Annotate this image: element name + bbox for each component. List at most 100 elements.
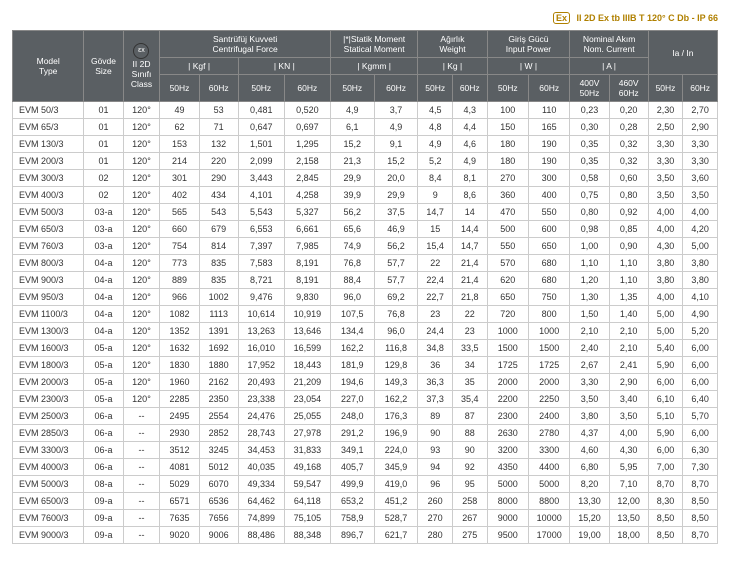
cell-value: 5029 [160, 476, 199, 493]
cell-value: 04-a [84, 323, 123, 340]
cell-value: 600 [528, 221, 569, 238]
cell-value: 570 [487, 255, 528, 272]
cell-value: 1,501 [238, 136, 284, 153]
cell-value: 3,50 [648, 170, 683, 187]
cell-value: 4,8 [418, 119, 453, 136]
cell-value: 196,9 [374, 425, 418, 442]
cell-model: EVM 500/3 [13, 204, 84, 221]
cell-value: 7,30 [683, 459, 718, 476]
cell-value: 4,9 [374, 119, 418, 136]
hdr-60hz: 60Hz [199, 75, 238, 102]
cell-value: 120° [123, 255, 160, 272]
cell-value: 13,30 [570, 493, 609, 510]
table-row: EVM 9000/309-a--9020900688,48688,348896,… [13, 527, 718, 544]
cell-value: 16,010 [238, 340, 284, 357]
cell-value: 05-a [84, 391, 123, 408]
cell-value: 6,40 [683, 391, 718, 408]
cell-value: 1,50 [570, 306, 609, 323]
cell-value: 6536 [199, 493, 238, 510]
cell-value: -- [123, 493, 160, 510]
cell-value: 280 [418, 527, 453, 544]
cell-value: 5,90 [648, 425, 683, 442]
cell-value: 8,20 [570, 476, 609, 493]
cell-value: 06-a [84, 442, 123, 459]
cell-value: 1,10 [570, 255, 609, 272]
cell-value: 5,20 [683, 323, 718, 340]
cell-value: 1500 [528, 340, 569, 357]
cell-value: 0,35 [570, 153, 609, 170]
cell-value: 06-a [84, 425, 123, 442]
cell-value: 0,90 [609, 238, 648, 255]
cell-value: 75,105 [284, 510, 330, 527]
hdr-class: εx II 2DSınıfıClass [123, 31, 160, 102]
cell-value: 3,50 [609, 408, 648, 425]
cell-value: 4,6 [452, 136, 487, 153]
cell-value: 23 [452, 323, 487, 340]
cell-value: 02 [84, 170, 123, 187]
table-row: EVM 200/301120°2142202,0992,15821,315,25… [13, 153, 718, 170]
table-row: EVM 2000/305-a120°1960216220,49321,20919… [13, 374, 718, 391]
cell-value: 2,40 [570, 340, 609, 357]
cell-value: 4,60 [570, 442, 609, 459]
cell-value: 1002 [199, 289, 238, 306]
cell-model: EVM 5000/3 [13, 476, 84, 493]
cell-value: 88,4 [330, 272, 374, 289]
cell-value: 2,845 [284, 170, 330, 187]
hdr-60hz: 60Hz [284, 75, 330, 102]
cell-value: 2554 [199, 408, 238, 425]
cell-value: 1,30 [570, 289, 609, 306]
cell-value: 2,099 [238, 153, 284, 170]
cell-value: 165 [528, 119, 569, 136]
cell-value: 35 [452, 374, 487, 391]
cell-value: 2300 [487, 408, 528, 425]
cell-value: 220 [199, 153, 238, 170]
cell-value: 36 [418, 357, 453, 374]
cell-value: 499,9 [330, 476, 374, 493]
cell-value: 88,486 [238, 527, 284, 544]
cell-value: -- [123, 527, 160, 544]
cell-value: 3,80 [570, 408, 609, 425]
cell-value: 750 [528, 289, 569, 306]
cell-value: 2630 [487, 425, 528, 442]
cell-value: 1113 [199, 306, 238, 323]
cell-value: 4,30 [648, 238, 683, 255]
cell-value: 835 [199, 255, 238, 272]
cell-value: 22,4 [418, 272, 453, 289]
cell-value: 301 [160, 170, 199, 187]
table-row: EVM 2850/306-a--2930285228,74327,978291,… [13, 425, 718, 442]
cell-value: 16,599 [284, 340, 330, 357]
cell-value: 120° [123, 340, 160, 357]
cell-value: 09-a [84, 493, 123, 510]
cell-value: 679 [199, 221, 238, 238]
cell-value: 5,00 [683, 238, 718, 255]
cell-value: 660 [160, 221, 199, 238]
cell-value: 176,3 [374, 408, 418, 425]
cell-value: 76,8 [330, 255, 374, 272]
cell-value: 8,70 [648, 476, 683, 493]
cell-value: 0,35 [570, 136, 609, 153]
cell-value: 6,00 [648, 374, 683, 391]
cell-value: -- [123, 476, 160, 493]
cell-value: 1725 [487, 357, 528, 374]
cell-value: 17,952 [238, 357, 284, 374]
cell-value: 2,41 [609, 357, 648, 374]
hdr-w: | W | [487, 58, 570, 75]
cell-value: 1,10 [609, 255, 648, 272]
cell-value: 34,453 [238, 442, 284, 459]
cell-value: 120° [123, 119, 160, 136]
cell-value: 5,00 [648, 323, 683, 340]
cell-value: -- [123, 408, 160, 425]
cell-value: 2162 [199, 374, 238, 391]
cell-value: 93 [418, 442, 453, 459]
cell-value: 270 [487, 170, 528, 187]
cell-value: 33,5 [452, 340, 487, 357]
cell-value: 0,697 [284, 119, 330, 136]
cell-value: 120° [123, 391, 160, 408]
table-row: EVM 800/304-a120°7738357,5838,19176,857,… [13, 255, 718, 272]
cell-value: 270 [418, 510, 453, 527]
cell-value: 4,9 [452, 153, 487, 170]
cell-value: 27,978 [284, 425, 330, 442]
cell-value: 14 [452, 204, 487, 221]
cell-value: 4,00 [648, 204, 683, 221]
cell-value: 434 [199, 187, 238, 204]
